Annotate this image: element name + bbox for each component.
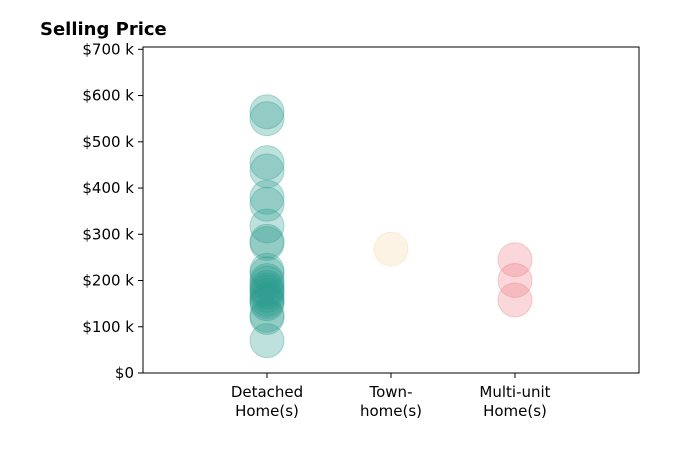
y-tick-label: $400 k [82, 179, 134, 197]
data-point [249, 265, 285, 301]
data-point [249, 226, 285, 262]
data-point [249, 277, 285, 313]
data-point [249, 145, 285, 181]
data-point [249, 186, 285, 222]
data-point [497, 263, 533, 299]
data-point [249, 153, 285, 189]
data-point [249, 269, 285, 305]
y-tick-label: $0 [115, 364, 134, 382]
chart-markers [249, 94, 533, 359]
data-point [249, 256, 285, 292]
data-point [249, 300, 285, 336]
data-point [249, 283, 285, 319]
y-tick-label: $100 k [82, 318, 134, 336]
x-axis: Detached Home(s) Town-home(s) Multi-unit Hom… [231, 373, 551, 420]
data-point [249, 263, 285, 299]
y-axis: $0 $100 k $200 k $300 k $400 k $500 k $600 k $7… [82, 40, 143, 382]
data-point [497, 282, 533, 318]
y-tick-label: $600 k [82, 87, 134, 105]
y-tick-label: $500 k [82, 133, 134, 151]
data-point [249, 286, 285, 322]
data-point [249, 323, 285, 359]
y-tick-label: $700 k [82, 40, 134, 58]
x-tick-label: Town-home(s) [360, 383, 422, 420]
y-tick-label: $300 k [82, 225, 134, 243]
y-tick-label: $200 k [82, 272, 134, 290]
data-point [249, 101, 285, 137]
plot-frame [142, 46, 640, 374]
x-tick-label: Multi-unit Home(s) [479, 383, 550, 420]
data-point [249, 252, 285, 288]
data-point [249, 208, 285, 244]
data-point [249, 274, 285, 310]
data-point [249, 281, 285, 317]
data-point [249, 272, 285, 308]
data-point [373, 231, 409, 267]
data-point [249, 94, 285, 130]
data-point [249, 179, 285, 215]
data-point [249, 223, 285, 259]
chart-title: Selling Price [40, 19, 167, 40]
x-tick-label: Detached Home(s) [231, 383, 303, 420]
data-point [497, 242, 533, 278]
data-point [249, 297, 285, 333]
